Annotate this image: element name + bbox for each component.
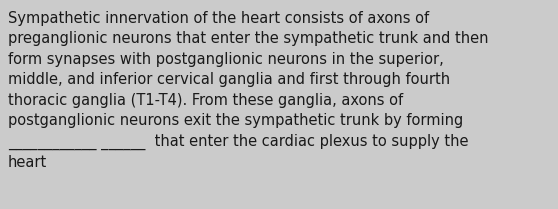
Text: Sympathetic innervation of the heart consists of axons of
preganglionic neurons : Sympathetic innervation of the heart con… — [8, 11, 488, 170]
